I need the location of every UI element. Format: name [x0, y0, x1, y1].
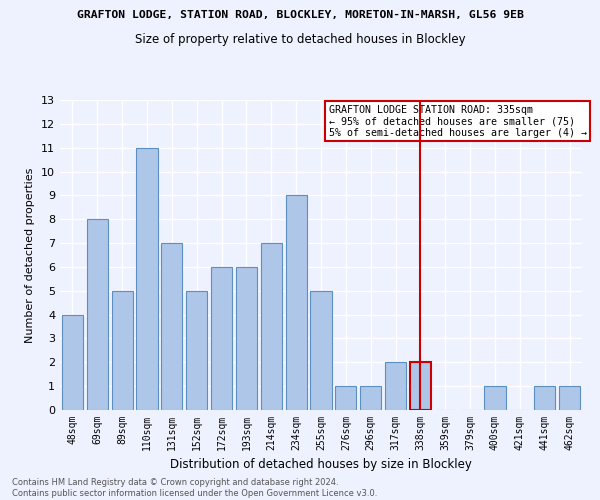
Bar — [161, 243, 182, 410]
X-axis label: Distribution of detached houses by size in Blockley: Distribution of detached houses by size … — [170, 458, 472, 471]
Bar — [112, 291, 133, 410]
Text: GRAFTON LODGE, STATION ROAD, BLOCKLEY, MORETON-IN-MARSH, GL56 9EB: GRAFTON LODGE, STATION ROAD, BLOCKLEY, M… — [77, 10, 523, 20]
Bar — [211, 267, 232, 410]
Bar — [335, 386, 356, 410]
Bar — [310, 291, 332, 410]
Bar — [87, 219, 108, 410]
Bar — [410, 362, 431, 410]
Bar — [286, 196, 307, 410]
Bar — [186, 291, 207, 410]
Text: Contains HM Land Registry data © Crown copyright and database right 2024.
Contai: Contains HM Land Registry data © Crown c… — [12, 478, 377, 498]
Bar — [534, 386, 555, 410]
Bar — [261, 243, 282, 410]
Y-axis label: Number of detached properties: Number of detached properties — [25, 168, 35, 342]
Text: GRAFTON LODGE STATION ROAD: 335sqm
← 95% of detached houses are smaller (75)
5% : GRAFTON LODGE STATION ROAD: 335sqm ← 95%… — [329, 104, 587, 138]
Bar — [484, 386, 506, 410]
Bar — [385, 362, 406, 410]
Text: Size of property relative to detached houses in Blockley: Size of property relative to detached ho… — [134, 32, 466, 46]
Bar — [62, 314, 83, 410]
Bar — [136, 148, 158, 410]
Bar — [360, 386, 381, 410]
Bar — [236, 267, 257, 410]
Bar — [559, 386, 580, 410]
